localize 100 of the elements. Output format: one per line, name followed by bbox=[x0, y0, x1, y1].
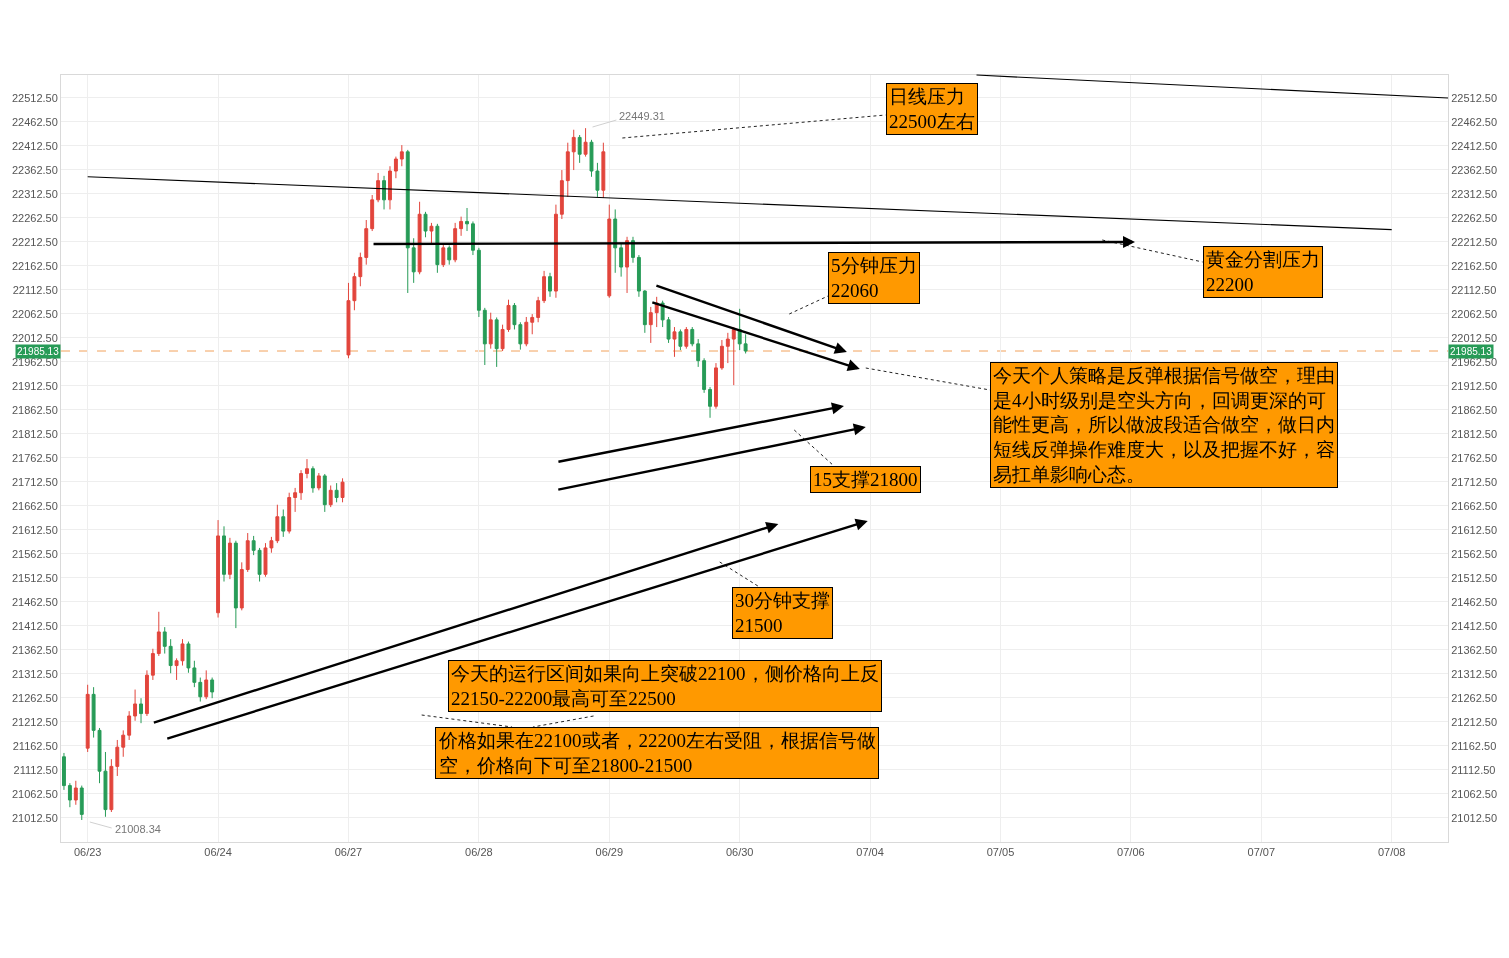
candlestick bbox=[73, 780, 78, 806]
candlestick bbox=[542, 270, 547, 304]
candlestick bbox=[530, 313, 535, 335]
candlestick bbox=[725, 332, 730, 364]
candlestick bbox=[168, 638, 173, 674]
x-tick-label: 06/27 bbox=[334, 846, 363, 859]
candlestick bbox=[696, 338, 701, 368]
y-tick-label: 22062.50 bbox=[11, 307, 58, 320]
candlestick bbox=[678, 328, 683, 351]
y-tick-label: 21412.50 bbox=[11, 619, 58, 632]
candlestick bbox=[239, 561, 244, 611]
candlestick bbox=[488, 312, 493, 350]
x-tick-label: 07/06 bbox=[1117, 846, 1145, 859]
annotation: 今天个人策略是反弹根据信号做空，理由是4小时级别是空头方向，回调更深的可能性更高，所以做波段适合做空，做日内短线反弹操作难度大，以及把握不好，容易扛单影响心态。 bbox=[993, 365, 1335, 485]
y-tick-label: 22312.50 bbox=[11, 187, 58, 200]
candlestick bbox=[642, 289, 647, 334]
y-tick-label: 21212.50 bbox=[11, 715, 58, 728]
y-tick-label: 21712.50 bbox=[11, 475, 58, 488]
y2-tick-label: 22262.50 bbox=[1451, 211, 1498, 224]
y2-tick-label: 21312.50 bbox=[1451, 667, 1498, 680]
candlestick bbox=[719, 339, 724, 371]
candlestick bbox=[198, 677, 203, 703]
y-tick-label: 21112.50 bbox=[13, 763, 58, 776]
candlestick bbox=[690, 326, 695, 347]
y-tick-label: 21162.50 bbox=[12, 739, 58, 752]
y2-tick-label: 21012.50 bbox=[1451, 811, 1498, 824]
candlestick bbox=[417, 201, 422, 275]
candlestick bbox=[328, 485, 333, 508]
candlestick bbox=[121, 729, 126, 758]
candlestick bbox=[156, 611, 161, 657]
y-tick-label: 22362.50 bbox=[11, 163, 58, 176]
candlestick bbox=[743, 333, 748, 354]
annotation: 价格如果在22100或者，22200左右受阻，根据信号做空，价格向下可至21800-21500 bbox=[438, 730, 876, 776]
annotation: 黄金分割压力 22200 bbox=[1206, 249, 1320, 295]
candlestick bbox=[435, 223, 440, 274]
y-tick-label: 22262.50 bbox=[11, 211, 58, 224]
candlestick bbox=[494, 316, 499, 368]
y2-tick-label: 22362.50 bbox=[1451, 163, 1498, 176]
y-tick-label: 22012.50 bbox=[11, 331, 58, 344]
candlestick bbox=[613, 208, 618, 274]
x-tick-label: 07/08 bbox=[1377, 846, 1406, 859]
candlestick bbox=[453, 222, 458, 263]
candlestick bbox=[447, 244, 452, 266]
candlestick bbox=[299, 469, 304, 501]
y-tick-label: 21862.50 bbox=[11, 403, 58, 416]
candlestick bbox=[144, 669, 149, 717]
x-tick-label: 06/23 bbox=[73, 846, 102, 859]
candlestick bbox=[85, 684, 90, 753]
candlestick bbox=[109, 758, 114, 813]
candlestick bbox=[364, 219, 369, 266]
x-tick-label: 06/30 bbox=[725, 846, 754, 859]
y-tick-label: 21812.50 bbox=[11, 427, 58, 440]
candlestick bbox=[287, 492, 292, 535]
candlestick bbox=[233, 540, 238, 629]
annotation: 15支撑21800 bbox=[813, 469, 918, 490]
candlestick bbox=[139, 697, 143, 724]
y2-tick-label: 21862.50 bbox=[1451, 403, 1498, 416]
annotation: 今天的运行区间如果向上突破22100，侧价格向上反 22150-22200最高可至22500 bbox=[451, 663, 879, 709]
candlestick bbox=[565, 142, 570, 198]
candlestick bbox=[382, 175, 386, 210]
candlestick bbox=[559, 169, 564, 220]
y-tick-label: 21012.50 bbox=[11, 811, 58, 824]
y2-tick-label: 21712.50 bbox=[1451, 475, 1498, 488]
candlestick bbox=[216, 519, 221, 619]
candlestick bbox=[67, 782, 72, 808]
candlestick bbox=[536, 296, 541, 323]
y-tick-label: 21962.50 bbox=[11, 355, 58, 368]
candlestick bbox=[334, 482, 339, 503]
y-tick-label: 21912.50 bbox=[11, 379, 58, 392]
ref-line-label: 21985.13 bbox=[1450, 346, 1493, 357]
candlestick bbox=[636, 254, 641, 298]
candlestick bbox=[227, 537, 232, 580]
candlestick bbox=[204, 669, 209, 700]
candlestick bbox=[210, 677, 215, 699]
candlestick bbox=[459, 216, 464, 237]
y2-tick-label: 21412.50 bbox=[1451, 619, 1498, 632]
y2-tick-label: 21662.50 bbox=[1451, 499, 1498, 512]
y2-tick-label: 22162.50 bbox=[1451, 259, 1498, 272]
y2-tick-label: 21512.50 bbox=[1451, 571, 1498, 584]
candlestick bbox=[293, 487, 298, 513]
candlestick bbox=[162, 626, 167, 655]
y2-tick-label: 22462.50 bbox=[1451, 115, 1498, 128]
candlestick bbox=[607, 204, 612, 299]
candlestick bbox=[423, 211, 428, 238]
x-tick-label: 07/07 bbox=[1247, 846, 1276, 859]
annotation: 30分钟支撑 21500 bbox=[735, 590, 830, 636]
candlestick bbox=[322, 473, 327, 513]
y-tick-label: 22212.50 bbox=[11, 235, 58, 248]
y-tick-label: 21612.50 bbox=[11, 523, 58, 536]
y-tick-label: 21062.50 bbox=[11, 787, 58, 800]
candlestick bbox=[441, 242, 446, 268]
candlestick bbox=[714, 362, 718, 410]
y-tick-label: 21312.50 bbox=[11, 667, 58, 680]
candlestick bbox=[340, 477, 345, 503]
y2-tick-label: 21162.50 bbox=[1451, 739, 1497, 752]
y2-tick-label: 21962.50 bbox=[1451, 355, 1498, 368]
y2-tick-label: 21062.50 bbox=[1451, 787, 1498, 800]
y-tick-label: 21762.50 bbox=[11, 451, 58, 464]
y2-tick-label: 21212.50 bbox=[1451, 715, 1498, 728]
y-tick-label: 21362.50 bbox=[11, 643, 58, 656]
